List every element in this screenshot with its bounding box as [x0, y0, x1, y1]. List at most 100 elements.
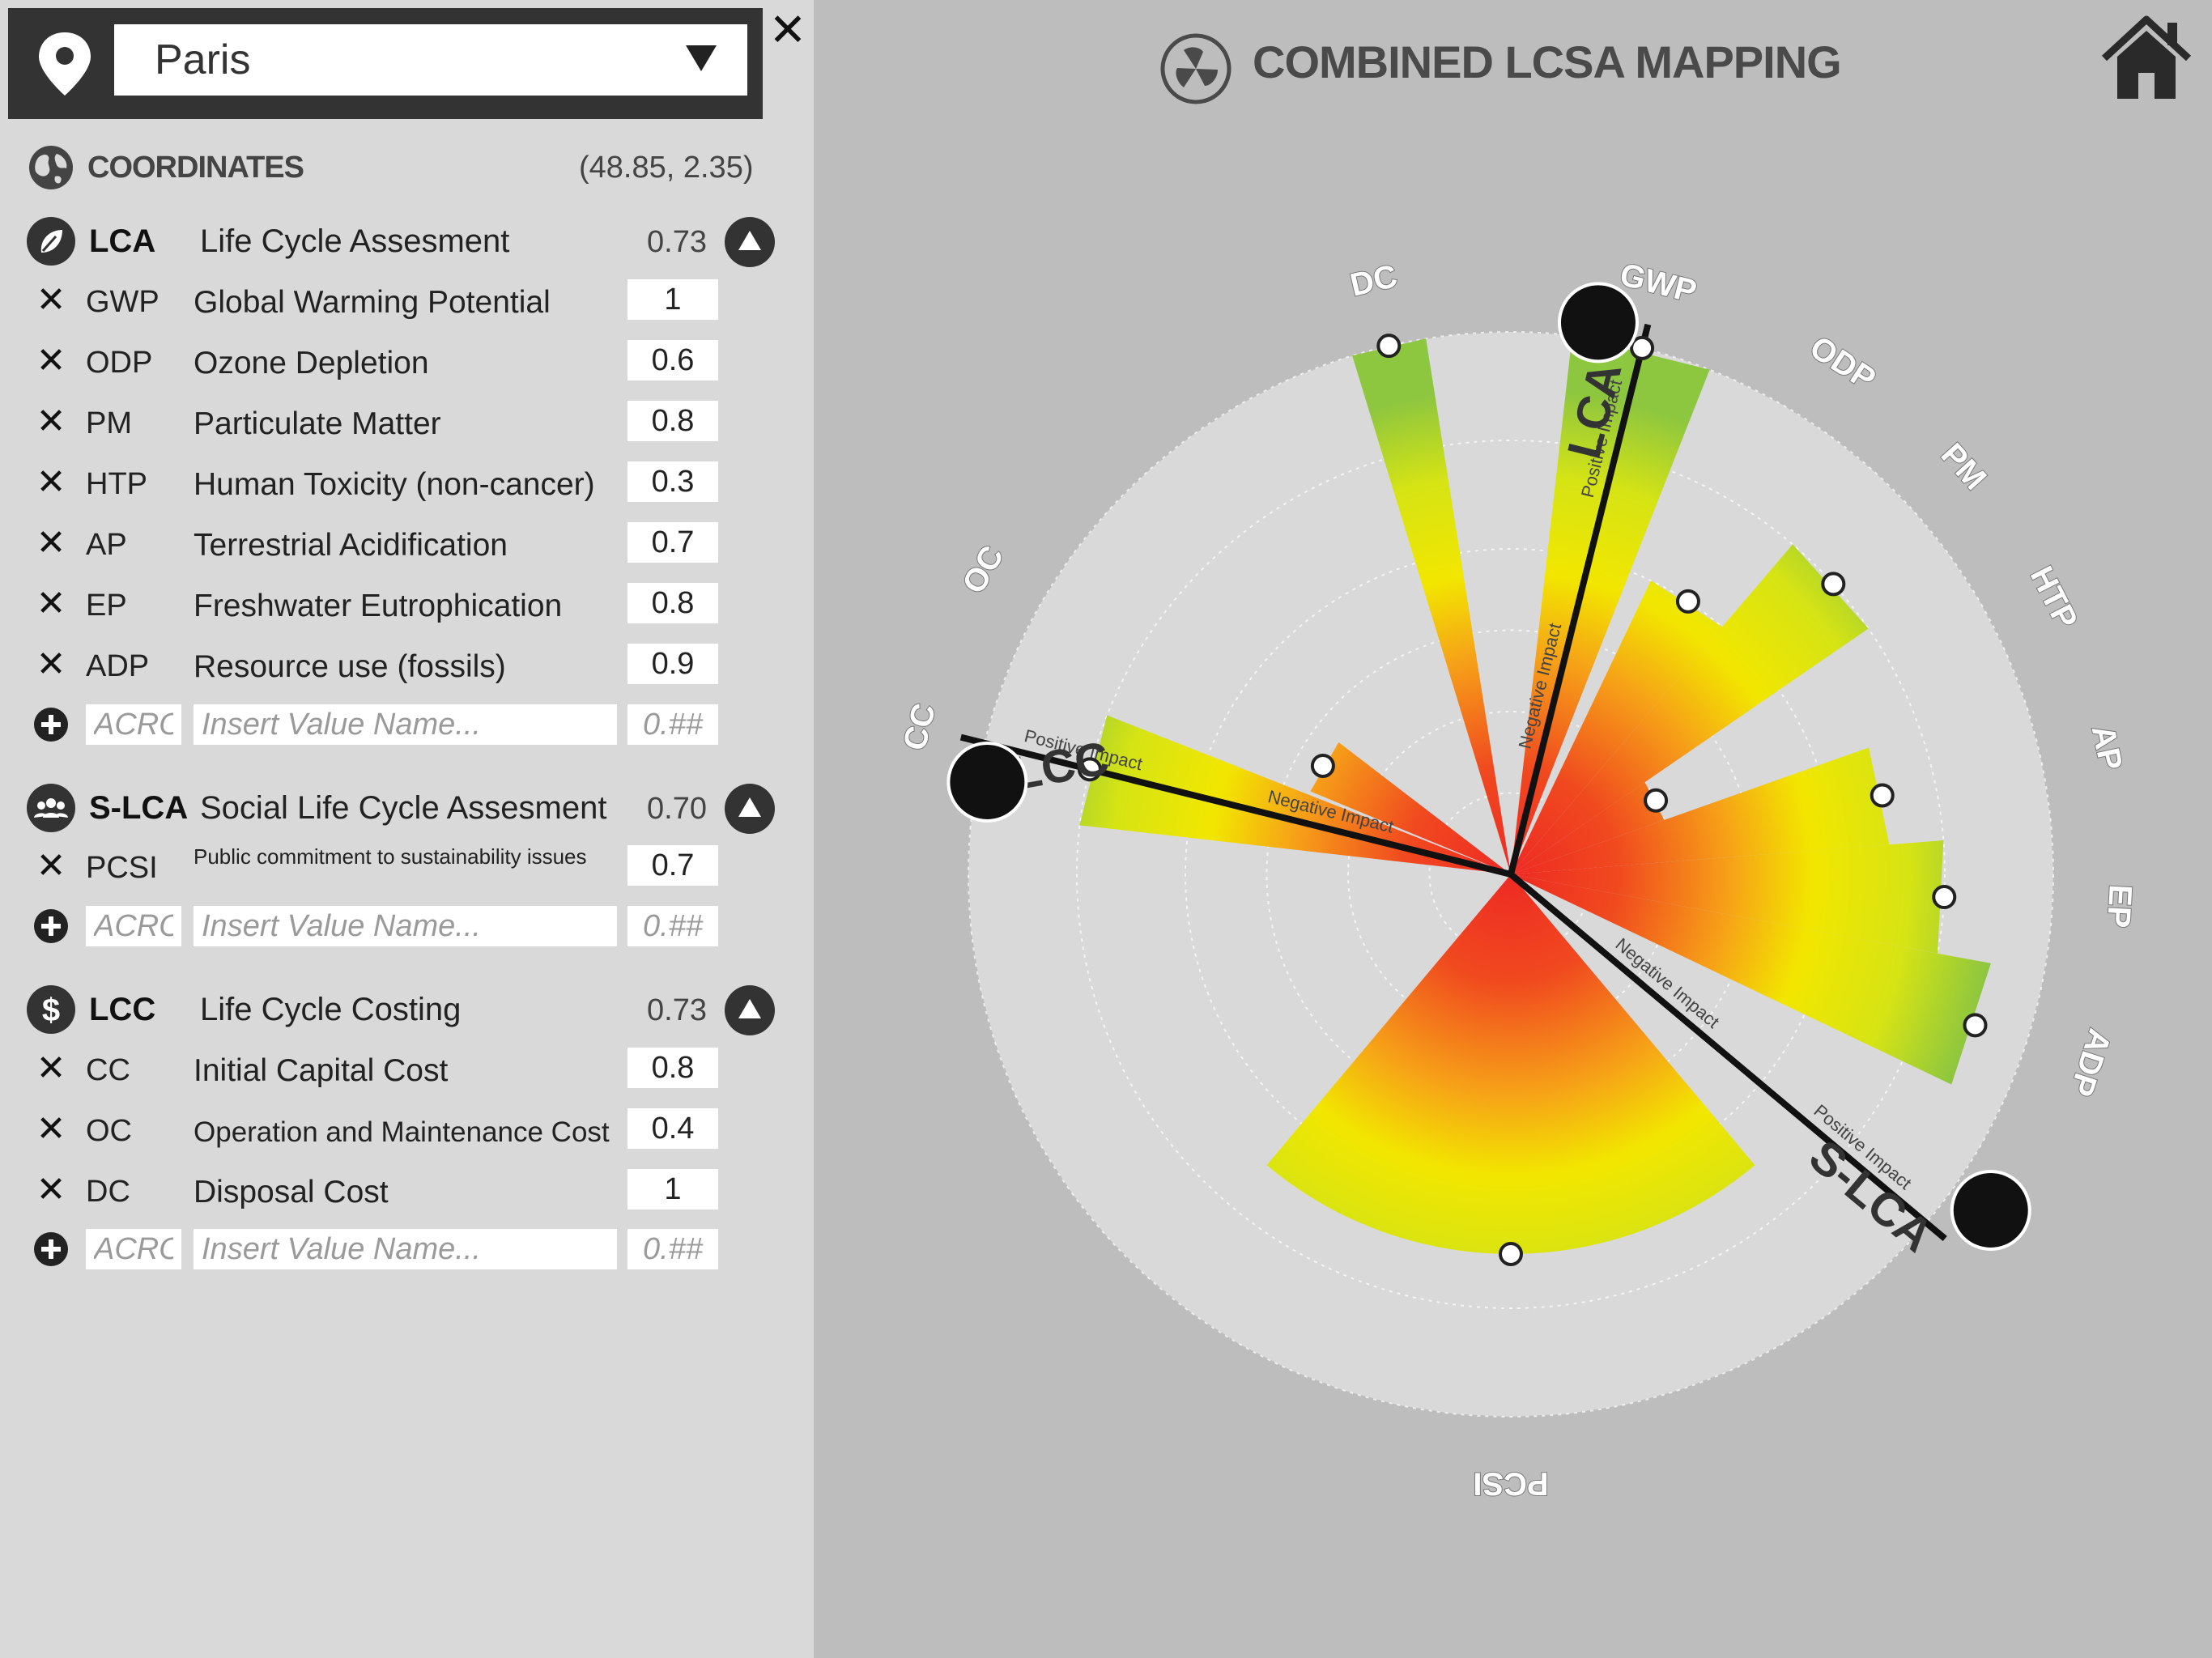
chart-data-sectors	[1079, 335, 1991, 1255]
collapse-slca-button[interactable]	[725, 784, 775, 834]
close-panel-button[interactable]: ✕	[768, 4, 807, 55]
lcc-section-score: 0.73	[647, 993, 707, 1027]
dc-name: Disposal Cost	[194, 1175, 389, 1209]
lca-new-value-input[interactable]	[627, 704, 718, 745]
home-icon[interactable]	[2099, 15, 2193, 100]
pm-name: Particulate Matter	[194, 406, 441, 441]
remove-gwp-button[interactable]: ✕	[36, 280, 66, 320]
slca-section-title: Social Life Cycle Assesment	[200, 790, 607, 826]
slca-new-value-input[interactable]	[627, 906, 718, 946]
oc-name: Operation and Maintenance Cost	[194, 1116, 610, 1148]
sector-gwp	[1511, 335, 1710, 874]
collapse-lcc-button[interactable]	[725, 985, 775, 1035]
lca-new-name-input[interactable]	[194, 704, 617, 745]
oc-value-field[interactable]: 0.4	[627, 1108, 718, 1149]
axis-label-cc: CC	[897, 700, 943, 755]
grid-ring	[968, 331, 2054, 1418]
remove-oc-button[interactable]: ✕	[36, 1109, 66, 1149]
collapse-lca-button[interactable]	[725, 217, 775, 267]
lca-new-acro-input[interactable]	[86, 704, 181, 745]
sector-pm	[1511, 544, 1869, 874]
pcsi-value-field[interactable]: 0.7	[627, 845, 718, 886]
adp-name: Resource use (fossils)	[194, 649, 506, 684]
remove-htp-button[interactable]: ✕	[36, 462, 66, 502]
sector-pcsi	[1266, 874, 1755, 1255]
sector-dc	[1352, 338, 1511, 875]
pm-acro: PM	[86, 406, 132, 440]
city-select[interactable]: Paris	[114, 24, 747, 96]
ep-acro: EP	[86, 589, 127, 623]
ap-value-field[interactable]: 0.7	[627, 522, 718, 563]
remove-adp-button[interactable]: ✕	[36, 644, 66, 684]
coordinates-value: (48.85, 2.35)	[579, 151, 754, 185]
data-point-adp[interactable]	[1963, 1013, 1988, 1038]
globe-icon	[29, 146, 73, 189]
lca-section-title: Life Cycle Assesment	[200, 223, 510, 259]
sector-ap	[1511, 747, 1890, 874]
lcc-new-value-input[interactable]	[627, 1229, 718, 1269]
sector-ep	[1511, 840, 1944, 954]
slca-new-acro-input[interactable]	[86, 906, 181, 946]
data-point-pm[interactable]	[1821, 572, 1846, 597]
cc-name: Initial Capital Cost	[194, 1053, 449, 1088]
data-point-ap[interactable]	[1870, 783, 1895, 808]
htp-value-field[interactable]: 0.3	[627, 461, 718, 502]
svg-text:$: $	[42, 993, 60, 1028]
settings-panel: Paris ✕ COORDINATES (48.85, 2.35) LCA Li…	[0, 0, 814, 1658]
add-slca-item-button[interactable]	[34, 909, 68, 943]
data-point-odp[interactable]	[1675, 589, 1700, 614]
remove-ep-button[interactable]: ✕	[36, 584, 66, 623]
dc-acro: DC	[86, 1175, 130, 1209]
pm-value-field[interactable]: 0.8	[627, 401, 718, 441]
remove-pm-button[interactable]: ✕	[36, 402, 66, 441]
lca-section-icon	[27, 217, 75, 266]
dc-value-field[interactable]: 1	[627, 1169, 718, 1209]
slca-section-score: 0.70	[647, 792, 707, 826]
lcc-section-icon: $	[27, 985, 75, 1034]
odp-value-field[interactable]: 0.6	[627, 340, 718, 380]
adp-acro: ADP	[86, 649, 150, 683]
ap-acro: AP	[86, 528, 127, 562]
people-icon	[34, 798, 68, 818]
add-lca-item-button[interactable]	[34, 708, 68, 742]
data-point-cc[interactable]	[1077, 757, 1102, 782]
ep-value-field[interactable]: 0.8	[627, 583, 718, 623]
remove-cc-button[interactable]: ✕	[36, 1048, 66, 1088]
remove-ap-button[interactable]: ✕	[36, 523, 66, 563]
chart-data-points	[1077, 334, 1988, 1266]
data-point-oc[interactable]	[1310, 754, 1335, 778]
cc-acro: CC	[86, 1053, 130, 1087]
sector-cc	[1079, 715, 1511, 874]
coordinates-label: COORDINATES	[87, 151, 304, 185]
sector-oc	[1310, 742, 1511, 874]
data-point-dc[interactable]	[1376, 334, 1402, 359]
axis-label-pcsi: PCSI	[1473, 1465, 1548, 1501]
slca-new-name-input[interactable]	[194, 906, 617, 946]
lcc-new-name-input[interactable]	[194, 1229, 617, 1269]
group-badge-s-lca	[1950, 1170, 2031, 1252]
data-point-pcsi[interactable]	[1499, 1242, 1523, 1266]
lcc-new-acro-input[interactable]	[86, 1229, 181, 1269]
group-badge-lca	[1557, 282, 1639, 363]
remove-odp-button[interactable]: ✕	[36, 341, 66, 380]
axis-lca	[1508, 323, 1652, 875]
add-lcc-item-button[interactable]	[34, 1232, 68, 1266]
ep-name: Freshwater Eutrophication	[194, 589, 563, 623]
htp-name: Human Toxicity (non-cancer)	[194, 467, 595, 502]
data-point-ep[interactable]	[1932, 885, 1957, 910]
odp-name: Ozone Depletion	[194, 346, 429, 380]
adp-value-field[interactable]: 0.9	[627, 644, 718, 684]
data-point-htp[interactable]	[1644, 788, 1669, 813]
pcsi-name: Public commitment to sustainability issu…	[194, 844, 587, 869]
gwp-value-field[interactable]: 1	[627, 279, 718, 320]
axis-label-adp: ADP	[2063, 1025, 2118, 1101]
oc-acro: OC	[86, 1114, 132, 1148]
slca-section-acro: S-LCA	[89, 790, 189, 826]
remove-dc-button[interactable]: ✕	[36, 1170, 66, 1209]
data-point-gwp[interactable]	[1630, 335, 1655, 360]
cc-value-field[interactable]: 0.8	[627, 1048, 718, 1088]
grid-ring	[1076, 440, 1946, 1309]
location-pin-icon	[39, 32, 91, 96]
remove-pcsi-button[interactable]: ✕	[36, 846, 66, 886]
